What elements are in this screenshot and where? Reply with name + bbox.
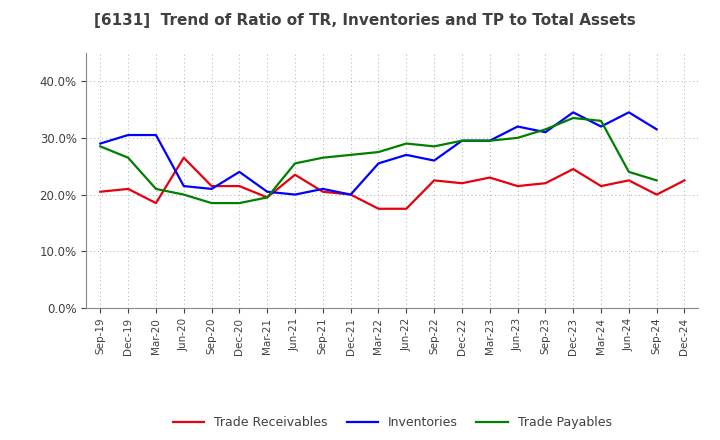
Trade Receivables <box>374 206 383 211</box>
Line: Inventories: Inventories <box>100 112 657 194</box>
Trade Payables <box>152 186 161 191</box>
Trade Receivables <box>207 183 216 189</box>
Inventories <box>235 169 243 175</box>
Inventories <box>263 189 271 194</box>
Inventories <box>152 132 161 138</box>
Trade Receivables <box>402 206 410 211</box>
Inventories <box>179 183 188 189</box>
Legend: Trade Receivables, Inventories, Trade Payables: Trade Receivables, Inventories, Trade Pa… <box>168 411 617 434</box>
Inventories <box>430 158 438 163</box>
Inventories <box>96 141 104 146</box>
Trade Receivables <box>458 180 467 186</box>
Text: [6131]  Trend of Ratio of TR, Inventories and TP to Total Assets: [6131] Trend of Ratio of TR, Inventories… <box>94 13 635 28</box>
Trade Receivables <box>624 178 633 183</box>
Trade Receivables <box>597 183 606 189</box>
Trade Payables <box>207 201 216 206</box>
Trade Payables <box>652 178 661 183</box>
Trade Receivables <box>179 155 188 160</box>
Trade Receivables <box>235 183 243 189</box>
Trade Receivables <box>513 183 522 189</box>
Inventories <box>374 161 383 166</box>
Inventories <box>124 132 132 138</box>
Inventories <box>318 186 327 191</box>
Inventories <box>458 138 467 143</box>
Trade Receivables <box>318 189 327 194</box>
Trade Payables <box>179 192 188 197</box>
Inventories <box>624 110 633 115</box>
Trade Receivables <box>263 195 271 200</box>
Trade Payables <box>624 169 633 175</box>
Trade Receivables <box>346 192 355 197</box>
Trade Receivables <box>124 186 132 191</box>
Trade Payables <box>430 144 438 149</box>
Trade Payables <box>513 135 522 140</box>
Trade Receivables <box>152 201 161 206</box>
Trade Receivables <box>680 178 689 183</box>
Trade Receivables <box>652 192 661 197</box>
Inventories <box>402 152 410 158</box>
Trade Payables <box>96 144 104 149</box>
Trade Payables <box>291 161 300 166</box>
Line: Trade Payables: Trade Payables <box>100 118 657 203</box>
Inventories <box>597 124 606 129</box>
Inventories <box>291 192 300 197</box>
Inventories <box>569 110 577 115</box>
Trade Payables <box>263 195 271 200</box>
Trade Payables <box>458 138 467 143</box>
Trade Receivables <box>291 172 300 177</box>
Inventories <box>541 129 550 135</box>
Trade Payables <box>318 155 327 160</box>
Trade Payables <box>541 127 550 132</box>
Trade Payables <box>597 118 606 124</box>
Trade Payables <box>374 150 383 155</box>
Trade Receivables <box>485 175 494 180</box>
Trade Payables <box>569 115 577 121</box>
Trade Receivables <box>430 178 438 183</box>
Trade Payables <box>346 152 355 158</box>
Trade Receivables <box>96 189 104 194</box>
Inventories <box>652 127 661 132</box>
Trade Receivables <box>541 180 550 186</box>
Inventories <box>513 124 522 129</box>
Trade Payables <box>235 201 243 206</box>
Inventories <box>485 138 494 143</box>
Trade Payables <box>485 138 494 143</box>
Trade Receivables <box>569 166 577 172</box>
Inventories <box>207 186 216 191</box>
Trade Payables <box>124 155 132 160</box>
Line: Trade Receivables: Trade Receivables <box>100 158 685 209</box>
Trade Payables <box>402 141 410 146</box>
Inventories <box>346 192 355 197</box>
